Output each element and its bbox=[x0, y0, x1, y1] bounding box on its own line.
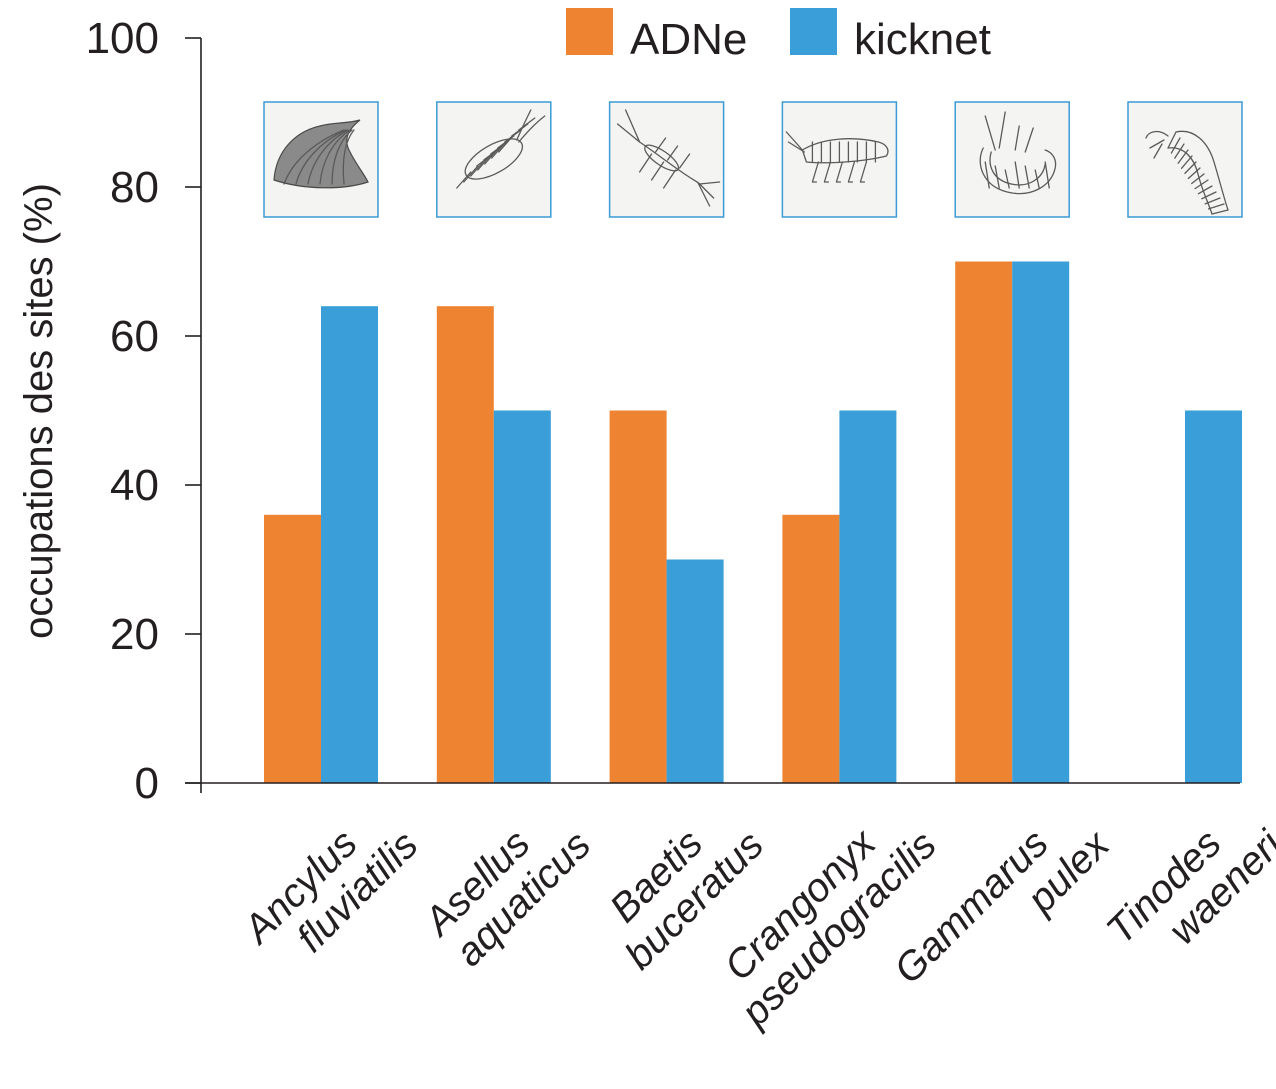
legend: ADNe kicknet bbox=[566, 8, 991, 64]
bar-kicknet bbox=[493, 410, 551, 783]
y-tick-label: 20 bbox=[110, 610, 159, 659]
amphipod-icon bbox=[781, 101, 898, 218]
bar-kicknet bbox=[1185, 410, 1242, 783]
bar-kicknet bbox=[1012, 261, 1070, 783]
legend-swatch bbox=[790, 8, 837, 55]
limpet-shell-icon bbox=[263, 101, 379, 218]
bar-kicknet bbox=[666, 559, 724, 783]
y-tick-label: 100 bbox=[86, 14, 159, 63]
legend-label: kicknet bbox=[854, 15, 991, 64]
y-tick-label: 40 bbox=[110, 461, 159, 510]
y-tick-label: 60 bbox=[110, 312, 159, 361]
y-tick-label: 0 bbox=[135, 759, 159, 808]
y-tick-label: 80 bbox=[110, 163, 159, 212]
bar-kicknet bbox=[321, 306, 378, 783]
caddisfly-larva-icon bbox=[1127, 101, 1243, 218]
y-axis-label: occupations des sites (%) bbox=[17, 183, 61, 639]
legend-label: ADNe bbox=[630, 15, 747, 64]
axes: 0 20 40 60 80 100 bbox=[86, 14, 1240, 808]
species-thumbnails bbox=[263, 101, 1243, 218]
bar-adne bbox=[955, 261, 1013, 783]
bar-adne bbox=[609, 410, 667, 783]
bar-adne bbox=[782, 514, 840, 783]
isopod-icon bbox=[436, 101, 552, 218]
gammarus-icon bbox=[954, 101, 1070, 218]
mayfly-nymph-icon bbox=[608, 101, 725, 218]
bar-adne bbox=[264, 514, 321, 783]
bars bbox=[264, 261, 1242, 783]
bar-adne bbox=[436, 306, 494, 783]
legend-swatch bbox=[566, 8, 613, 55]
bar-kicknet bbox=[839, 410, 897, 783]
